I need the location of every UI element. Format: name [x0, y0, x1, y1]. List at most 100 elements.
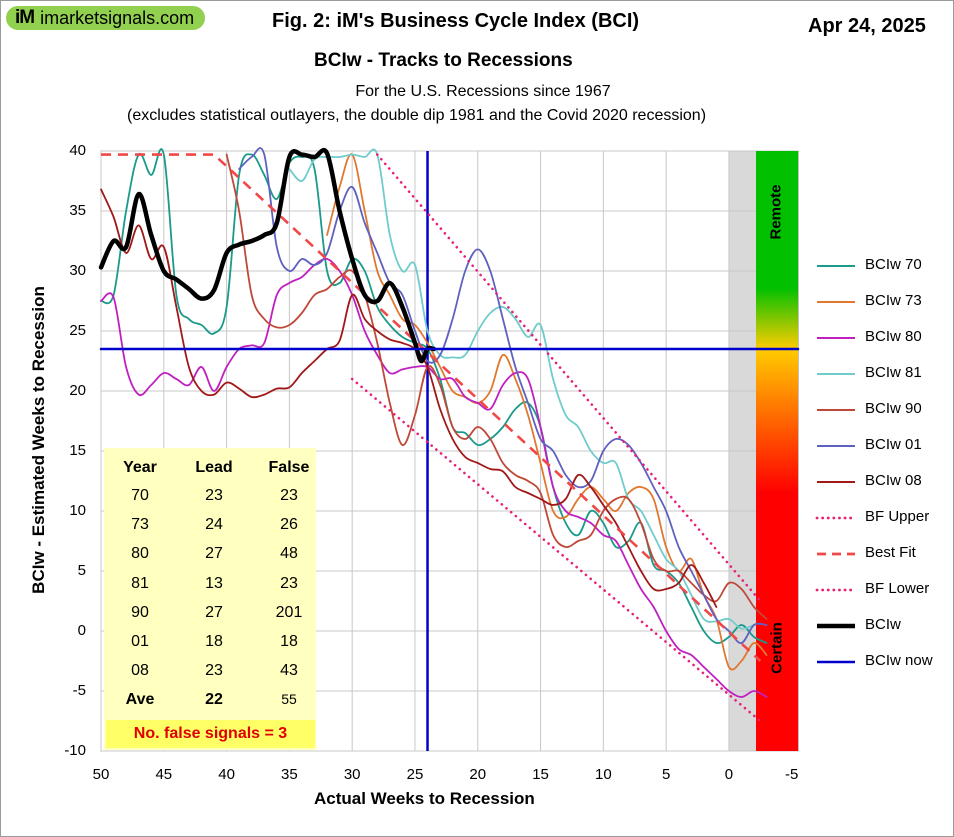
- figure-title: Fig. 2: iM's Business Cycle Index (BCI): [272, 10, 640, 32]
- table-row: 80 27 48: [104, 545, 316, 569]
- series-line-bciw: [98, 147, 437, 364]
- series-line-bciw-08: [100, 188, 718, 608]
- x-axis-label: Actual Weeks to Recession: [314, 789, 535, 808]
- series-line-bciw-70: [100, 148, 768, 645]
- y-tick-label: 5: [77, 562, 86, 579]
- chart-description-1: For the U.S. Recessions since 1967: [355, 83, 611, 100]
- series-line-bciw-01: [238, 147, 768, 644]
- logo-text: imarketsignals.com: [40, 7, 195, 28]
- y-tick-label: 35: [69, 202, 86, 219]
- series-line-best-fit: [101, 153, 762, 662]
- y-axis-label: BCIw - Estimated Weeks to Recession: [29, 286, 48, 594]
- chart-description-2: (excludes statistical outlayers, the dou…: [127, 107, 707, 124]
- y-tick-label: 15: [69, 442, 86, 459]
- legend-swatch: [817, 552, 855, 556]
- x-tick-label: 0: [724, 766, 734, 783]
- x-tick-label: 25: [406, 766, 424, 783]
- table-cell: 70: [131, 487, 149, 504]
- legend-item: Best Fit: [815, 542, 950, 564]
- legend-label: BF Lower: [865, 580, 930, 597]
- legend-item: BCIw 01: [815, 434, 950, 456]
- series-line-bciw-73: [326, 153, 768, 671]
- legend-item: BCIw: [815, 614, 950, 636]
- table-cell: 24: [205, 516, 223, 533]
- table-cell: 27: [205, 545, 223, 562]
- y-tick-label: 10: [69, 502, 86, 519]
- legend-item: BCIw 08: [815, 470, 950, 492]
- y-tick-label: -5: [72, 682, 86, 699]
- legend-label: BCIw 80: [865, 328, 922, 345]
- table-average-row: Ave 22 55: [104, 691, 316, 715]
- legend-swatch: [817, 481, 855, 483]
- y-tick-label: -10: [64, 742, 86, 759]
- legend-swatch: [817, 409, 855, 411]
- x-tick-label: 15: [532, 766, 549, 783]
- lead-stats-table: Year Lead False 70 23 23 73 24 26 80 27 …: [104, 448, 316, 750]
- table-row: 90 27 201: [104, 604, 316, 628]
- zone-bar-remote: [756, 151, 798, 511]
- table-cell: 55: [281, 691, 297, 707]
- legend-swatch: [815, 516, 857, 520]
- table-row: 08 23 43: [104, 662, 316, 686]
- x-tick-label: 20: [469, 766, 487, 783]
- series-line-bciw-90: [225, 153, 768, 620]
- legend-item: BCIw now: [815, 650, 950, 672]
- x-tick-label: 40: [218, 766, 235, 783]
- table-row: 73 24 26: [104, 516, 316, 540]
- legend-swatch: [817, 660, 855, 664]
- legend-swatch: [817, 301, 855, 303]
- y-tick-label: 25: [69, 322, 86, 339]
- table-cell: 18: [205, 633, 223, 650]
- legend-item: BCIw 73: [815, 290, 950, 312]
- x-tick-label: 45: [155, 766, 173, 783]
- legend-swatch: [817, 373, 855, 375]
- x-tick-label: 30: [343, 766, 361, 783]
- table-header-lead: Lead: [195, 459, 233, 476]
- table-cell: 23: [205, 487, 223, 504]
- legend-label: BCIw 08: [865, 472, 922, 489]
- legend-label: BCIw 81: [865, 364, 922, 381]
- y-tick-label: 20: [69, 382, 86, 399]
- table-cell: 90: [131, 604, 149, 621]
- table-cell: 01: [131, 633, 149, 650]
- table-cell: 43: [280, 662, 298, 679]
- series-line-bciw-80: [100, 257, 768, 698]
- x-tick-label: -5: [785, 766, 799, 783]
- legend-item: BCIw 81: [815, 362, 950, 384]
- legend-item: BF Upper: [815, 506, 950, 528]
- table-row: 70 23 23: [104, 487, 316, 511]
- legend-swatch: [817, 337, 855, 339]
- legend-swatch: [815, 588, 857, 592]
- table-cell: 201: [275, 604, 303, 621]
- x-tick-label: 35: [281, 766, 298, 783]
- legend-label: BCIw 73: [865, 292, 922, 309]
- table-cell: 26: [280, 516, 298, 533]
- zone-label-remote: Remote: [767, 184, 785, 240]
- site-logo[interactable]: iM imarketsignals.com: [6, 6, 205, 30]
- table-cell: 80: [131, 545, 149, 562]
- x-tick-label: 50: [92, 766, 110, 783]
- legend-label: BCIw 01: [865, 436, 922, 453]
- table-cell: 27: [205, 604, 223, 621]
- x-tick-label: 10: [594, 766, 612, 783]
- y-tick-label: 0: [77, 622, 86, 639]
- legend-label: BCIw 70: [865, 256, 922, 273]
- table-cell: 48: [280, 545, 298, 562]
- chart-subtitle: BCIw - Tracks to Recessions: [314, 50, 573, 71]
- table-cell: 23: [280, 575, 298, 592]
- zone-label-certain: Certain: [768, 622, 786, 674]
- table-cell: 81: [131, 575, 149, 592]
- table-cell: 22: [205, 691, 223, 708]
- table-cell: 18: [280, 633, 298, 650]
- legend-item: BF Lower: [815, 578, 950, 600]
- legend-swatch: [817, 265, 855, 267]
- table-cell: 73: [131, 516, 149, 533]
- x-tick-label: 5: [661, 766, 671, 783]
- legend-swatch: [817, 623, 855, 629]
- legend-label: BCIw 90: [865, 400, 922, 417]
- table-header-row: Year Lead False: [104, 459, 316, 483]
- table-cell: Ave: [125, 691, 155, 708]
- table-row: 01 18 18: [104, 633, 316, 657]
- y-tick-label: 30: [69, 262, 86, 279]
- legend-label: BCIw: [865, 616, 901, 633]
